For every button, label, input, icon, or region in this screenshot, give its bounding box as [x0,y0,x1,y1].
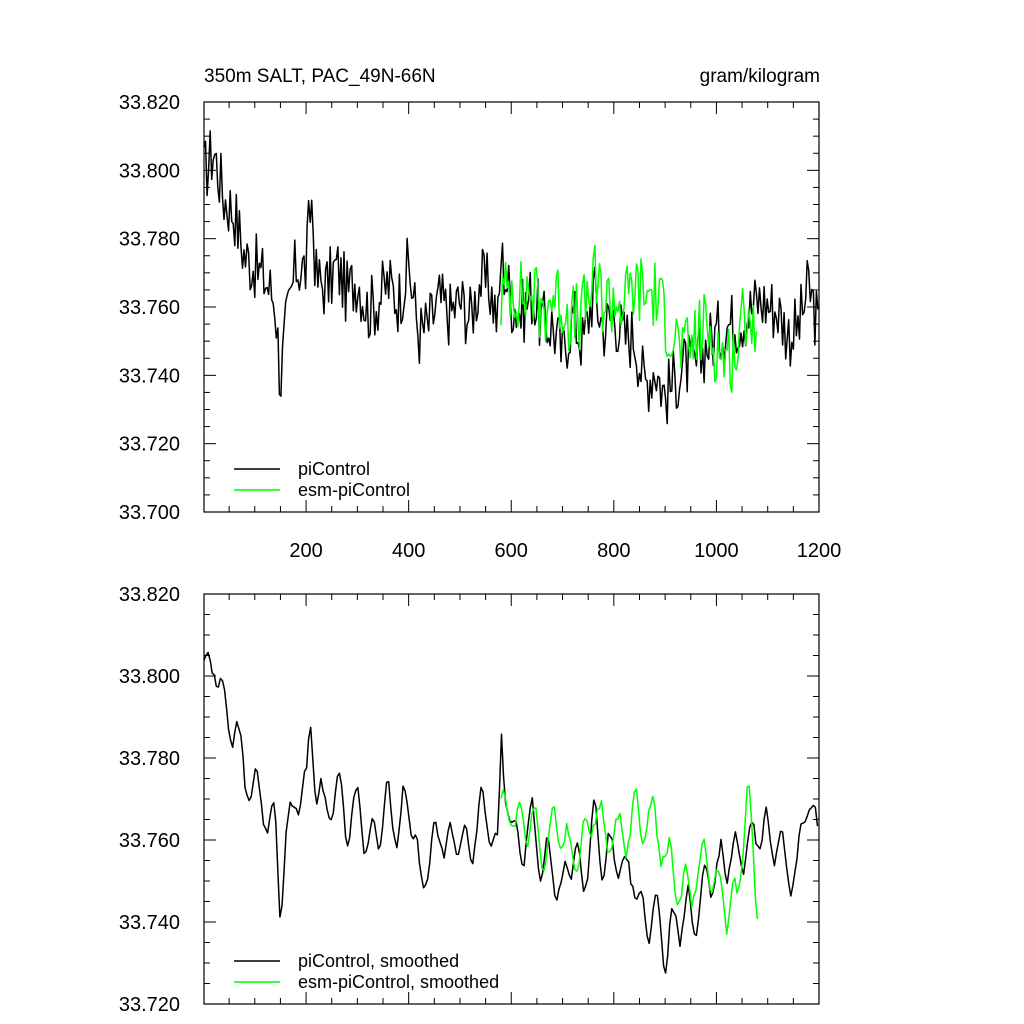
x-tick-label: 400 [392,540,425,562]
y-tick-label: 33.740 [119,365,180,387]
y-tick-label: 33.760 [119,830,180,852]
series-line-esm-picontrol-smoothed [500,785,759,935]
chart-title: 350m SALT, PAC_49N-66N [204,66,436,87]
series-line-picontrol [203,130,819,425]
legend-label-picontrol: piControl [298,459,370,479]
y-tick-label: 33.720 [119,994,180,1016]
x-tick-label: 1000 [694,540,739,562]
y-tick-label: 33.700 [119,502,180,524]
y-tick-label: 33.720 [119,434,180,456]
legend-bottom: piControl, smoothed esm-piControl, smoot… [234,951,499,992]
plot-frame-bottom [203,593,820,1005]
y-tick-label: 33.760 [119,297,180,319]
bottom-panel: 33.720 33.740 33.760 33.780 33.800 33.820 piC… [119,584,820,1016]
y-tick-label: 33.780 [119,748,180,770]
x-tick-label: 600 [495,540,528,562]
legend-label-picontrol-smoothed: piControl, smoothed [298,951,459,971]
x-tick-label: 1200 [797,540,842,562]
y-tick-label: 33.820 [119,584,180,606]
plot-frame-top [203,101,820,513]
top-panel: 350m SALT, PAC_49N-66N gram/kilogram 33.… [119,66,841,562]
units-label: gram/kilogram [700,66,820,87]
legend-top: piControl esm-piControl [234,459,410,500]
y-tick-label: 33.780 [119,229,180,251]
x-tick-label: 200 [289,540,322,562]
legend-label-esm-picontrol-smoothed: esm-piControl, smoothed [298,972,499,992]
y-tick-label: 33.800 [119,160,180,182]
y-tick-label: 33.740 [119,912,180,934]
y-tick-label: 33.800 [119,666,180,688]
series-line-esm-picontrol [500,244,758,393]
y-tick-label: 33.820 [119,92,180,114]
legend-label-esm-picontrol: esm-piControl [298,480,410,500]
x-tick-label: 800 [597,540,630,562]
